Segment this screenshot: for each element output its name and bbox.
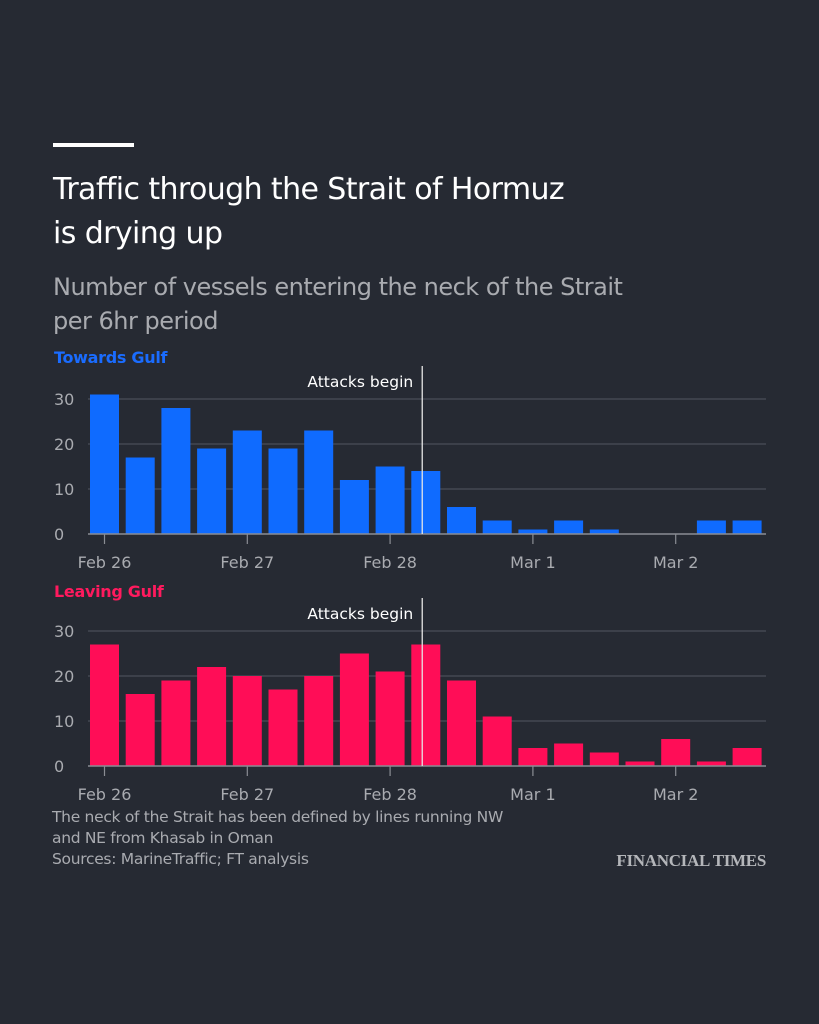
bar — [518, 748, 548, 766]
bar — [90, 644, 119, 766]
bar — [661, 739, 691, 766]
y-tick-label: 20 — [54, 435, 74, 454]
bar — [696, 520, 726, 534]
x-tick-label: Feb 26 — [78, 785, 132, 804]
bar — [589, 752, 619, 766]
x-tick-label: Mar 1 — [510, 553, 555, 572]
towards-gulf-label: Towards Gulf — [54, 348, 168, 367]
footnote-line-2: and NE from Khasab in Oman — [52, 829, 274, 847]
footnote-line-1: The neck of the Strait has been defined … — [52, 808, 503, 826]
bar — [304, 676, 334, 766]
x-tick-label: Feb 27 — [220, 553, 274, 572]
bar — [554, 743, 584, 766]
bar — [732, 520, 762, 534]
bar — [125, 694, 155, 766]
financial-times-logo: FINANCIAL TIMES — [616, 851, 766, 870]
footnote: The neck of the Strait has been defined … — [52, 807, 503, 870]
attacks-begin-label: Attacks begin — [307, 605, 413, 623]
chart-subtitle-line-1: Number of vessels entering the neck of t… — [53, 273, 623, 301]
x-tick-label: Feb 27 — [220, 785, 274, 804]
bar — [339, 653, 369, 766]
bar — [161, 680, 191, 766]
header-accent-bar — [53, 143, 134, 147]
towards-gulf-chart: 0 10 20 30 Feb 26 Feb 27 Feb 28 Mar 1 Mar 2 Attac… — [54, 366, 766, 572]
bar — [732, 748, 762, 766]
x-tick-label: Feb 26 — [78, 553, 132, 572]
bar — [447, 507, 476, 534]
bar — [554, 520, 584, 534]
chart-title-line-1: Traffic through the Strait of Hormuz — [53, 172, 565, 207]
bar — [339, 480, 369, 534]
x-tick-label: Mar 2 — [653, 785, 698, 804]
bar — [268, 448, 298, 534]
chart-title: Traffic through the Strait of Hormuz is … — [53, 168, 753, 256]
y-tick-label: 30 — [54, 390, 74, 409]
bar — [625, 761, 655, 766]
y-tick-label: 0 — [54, 525, 64, 544]
bar — [482, 716, 512, 766]
chart-title-line-2: is drying up — [53, 216, 223, 251]
y-tick-label: 10 — [54, 712, 74, 731]
y-tick-label: 10 — [54, 480, 74, 499]
bar — [411, 644, 441, 766]
bar — [411, 471, 441, 534]
leaving-gulf-label: Leaving Gulf — [54, 582, 164, 601]
chart-subtitle: Number of vessels entering the neck of t… — [53, 270, 753, 338]
leaving-gulf-chart: 0 10 20 30 Feb 26 Feb 27 Feb 28 Mar 1 Mar 2 Attac… — [54, 598, 766, 804]
bar — [375, 671, 405, 766]
attacks-begin-label: Attacks begin — [307, 373, 413, 391]
y-tick-label: 20 — [54, 667, 74, 686]
bar — [375, 466, 405, 534]
bar — [304, 430, 334, 534]
bar — [232, 676, 262, 766]
y-tick-label: 30 — [54, 622, 74, 641]
bar — [518, 529, 548, 534]
bar — [161, 408, 191, 534]
bar — [696, 761, 726, 766]
bar — [197, 448, 227, 534]
x-tick-label: Mar 1 — [510, 785, 555, 804]
bar — [90, 394, 119, 534]
bar — [232, 430, 262, 534]
bar — [268, 689, 298, 766]
y-tick-label: 0 — [54, 757, 64, 776]
bar — [125, 457, 155, 534]
bar — [447, 680, 476, 766]
sources-text: Sources: MarineTraffic; FT analysis — [52, 850, 309, 868]
x-tick-label: Mar 2 — [653, 553, 698, 572]
bar — [482, 520, 512, 534]
chart-subtitle-line-2: per 6hr period — [53, 307, 218, 335]
bar — [589, 529, 619, 534]
x-tick-label: Feb 28 — [363, 785, 417, 804]
x-tick-label: Feb 28 — [363, 553, 417, 572]
bar — [197, 667, 227, 766]
